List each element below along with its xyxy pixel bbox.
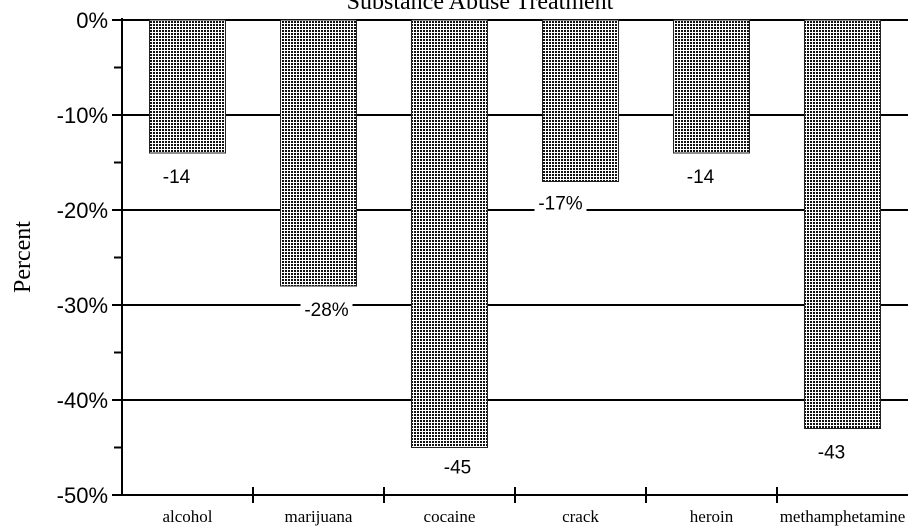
gridlines: [122, 19, 908, 401]
data-label-background: [811, 440, 852, 463]
y-tick-label: 0%: [76, 8, 108, 33]
bars: [149, 19, 881, 448]
bar-marijuana: [280, 19, 357, 287]
bar-methamphetamine: [804, 19, 881, 429]
data-label: -43: [818, 443, 845, 464]
data-label-background: [437, 455, 478, 478]
chart-title: Substance Abuse Treatment: [347, 0, 614, 15]
data-label-background: [300, 298, 353, 320]
x-category-label: methamphetamine: [780, 507, 906, 526]
y-axis-title: Percent: [10, 221, 36, 293]
x-category-label: marijuana: [285, 507, 353, 526]
x-category-label: heroin: [690, 507, 734, 526]
data-label: -17%: [538, 194, 582, 215]
y-tick-label: -50%: [57, 483, 108, 508]
bar-crack: [542, 19, 619, 182]
axes: [112, 18, 908, 503]
data-label-background: [680, 165, 721, 187]
y-tick-label: -20%: [57, 198, 108, 223]
data-label: -28%: [304, 300, 348, 321]
x-category-label: alcohol: [162, 507, 212, 526]
bar-alcohol: [149, 19, 226, 154]
y-tick-label: -30%: [57, 293, 108, 318]
x-category-label: cocaine: [424, 507, 476, 526]
data-label: -45: [444, 458, 471, 479]
data-labels: -14 -28% -45 -17% -14 -43: [156, 165, 852, 479]
y-tick-label: -10%: [57, 103, 108, 128]
data-label-background: [534, 191, 587, 214]
data-label: -14: [163, 167, 191, 188]
bar-cocaine: [411, 19, 488, 448]
y-tick-labels: 0% -10% -20% -30% -40% -50%: [57, 8, 108, 508]
data-label: -14: [687, 167, 715, 188]
x-category-labels: alcohol marijuana cocaine crack heroin metham…: [162, 507, 905, 526]
data-label-background: [156, 165, 197, 187]
x-category-label: crack: [562, 507, 599, 526]
y-tick-label: -40%: [57, 388, 108, 413]
bar-heroin: [673, 19, 750, 154]
